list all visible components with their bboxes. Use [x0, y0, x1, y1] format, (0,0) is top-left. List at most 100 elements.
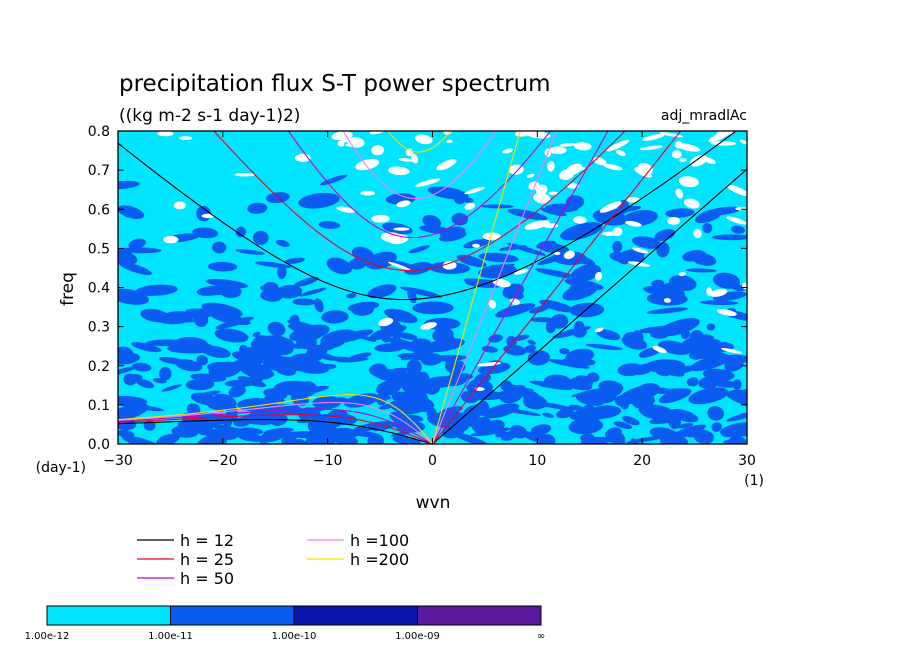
contour-patch — [651, 279, 665, 288]
contour-patch-low — [671, 150, 682, 159]
contour-patch — [507, 208, 548, 221]
contour-patch-low — [415, 178, 441, 187]
contour-patch — [321, 310, 349, 324]
contour-patch — [655, 366, 672, 377]
contour-patch — [367, 284, 397, 299]
contour-patch — [688, 387, 729, 405]
contour-patch — [135, 284, 178, 296]
contour-patch-low — [599, 201, 622, 213]
contour-patch-low — [549, 146, 567, 155]
contour-patch — [415, 348, 432, 355]
contour-patch-low — [726, 216, 747, 225]
x-axis: −30 −20 −10 0 10 20 30 — [103, 131, 756, 469]
y-tick-label: 0.5 — [88, 241, 110, 257]
contour-patch — [731, 225, 745, 234]
contour-patch — [702, 223, 713, 234]
contour-patch — [260, 290, 283, 302]
contour-patch-low — [488, 300, 497, 309]
contour-patch-low — [464, 202, 476, 210]
colorbar-label: 1.00e-11 — [148, 631, 193, 642]
contour-patch — [167, 317, 197, 323]
contour-patch — [192, 227, 219, 239]
contour-patch — [611, 205, 642, 213]
contour-patch — [197, 434, 227, 444]
contour-patch — [228, 427, 263, 442]
contour-patch-low — [678, 176, 699, 188]
x-tick-label: −30 — [103, 453, 133, 469]
contour-patch — [419, 392, 429, 407]
x-tick-label: 10 — [528, 453, 546, 469]
contour-patch — [256, 335, 285, 350]
colorbar-label: 1.00e-10 — [272, 631, 317, 642]
contour-patch — [728, 435, 747, 444]
contour-patch — [161, 384, 182, 392]
contour-patch — [631, 330, 644, 346]
contour-patch — [665, 208, 695, 218]
contour-patch-low — [559, 142, 576, 147]
contour-patch — [348, 257, 367, 270]
contour-patch — [235, 249, 265, 255]
contour-patch-low — [739, 139, 747, 145]
contour-patch-low — [179, 136, 193, 141]
contour-patch — [599, 385, 623, 398]
contour-patch — [532, 401, 574, 410]
contour-patch — [265, 337, 302, 349]
contour-patch — [326, 257, 352, 275]
contour-patch-low — [420, 322, 437, 330]
kelvin-curve — [431, 131, 521, 444]
contour-patch — [374, 343, 406, 353]
contour-patch-low — [632, 247, 649, 254]
colorbar-label: 1.00e-12 — [25, 631, 70, 642]
contour-patch-low — [472, 243, 480, 248]
colorbar-segment — [170, 605, 295, 626]
contour-patch — [373, 420, 405, 432]
x-tick-label: 0 — [428, 453, 437, 469]
contour-patch-low — [679, 158, 687, 162]
contour-patch-low — [594, 327, 604, 333]
contour-patch — [538, 243, 569, 254]
contour-patch-low — [652, 345, 667, 354]
contour-patch-low — [535, 184, 548, 196]
contour-patch — [252, 331, 261, 337]
contour-patch — [118, 247, 162, 254]
contour-patch — [135, 378, 154, 389]
x-tick-label: −10 — [313, 453, 343, 469]
contour-patch-low — [674, 141, 683, 149]
contour-patch — [310, 360, 326, 367]
contour-patch — [451, 212, 468, 226]
contour-patch — [658, 318, 700, 337]
contour-patch-low — [163, 235, 179, 244]
contour-patch — [387, 367, 409, 374]
rossby-curve — [118, 408, 433, 444]
contour-patch-low — [626, 197, 641, 203]
contour-patch — [544, 203, 579, 213]
contour-patch — [478, 252, 519, 263]
contour-patch — [247, 202, 268, 214]
contour-patch — [530, 424, 552, 436]
contour-patch-low — [675, 188, 684, 199]
contour-patch — [299, 287, 327, 297]
contour-patch — [605, 427, 622, 440]
contour-patch-low — [563, 250, 575, 260]
contour-patch-low — [726, 184, 747, 197]
y-tick-label: 0.8 — [88, 124, 110, 140]
contour-patch — [631, 236, 662, 249]
contour-patch — [268, 352, 280, 361]
contour-patch — [319, 363, 337, 370]
contour-patch — [466, 391, 511, 401]
contour-patch — [376, 380, 402, 396]
contour-patch-low — [573, 216, 587, 224]
contour-patch — [581, 404, 595, 415]
contour-patch-low — [234, 173, 255, 177]
contour-patch-low — [603, 163, 623, 171]
contour-patch-low — [378, 317, 394, 327]
contour-patch — [685, 268, 717, 273]
colorbar-segment — [417, 605, 542, 626]
contour-patch — [711, 379, 736, 388]
contour-patch — [292, 385, 330, 396]
contour-patch — [569, 302, 605, 318]
y-tick-label: 0.0 — [88, 437, 110, 453]
contour-patch — [711, 422, 723, 432]
contour-patch — [488, 334, 503, 343]
contour-patch — [267, 321, 286, 337]
